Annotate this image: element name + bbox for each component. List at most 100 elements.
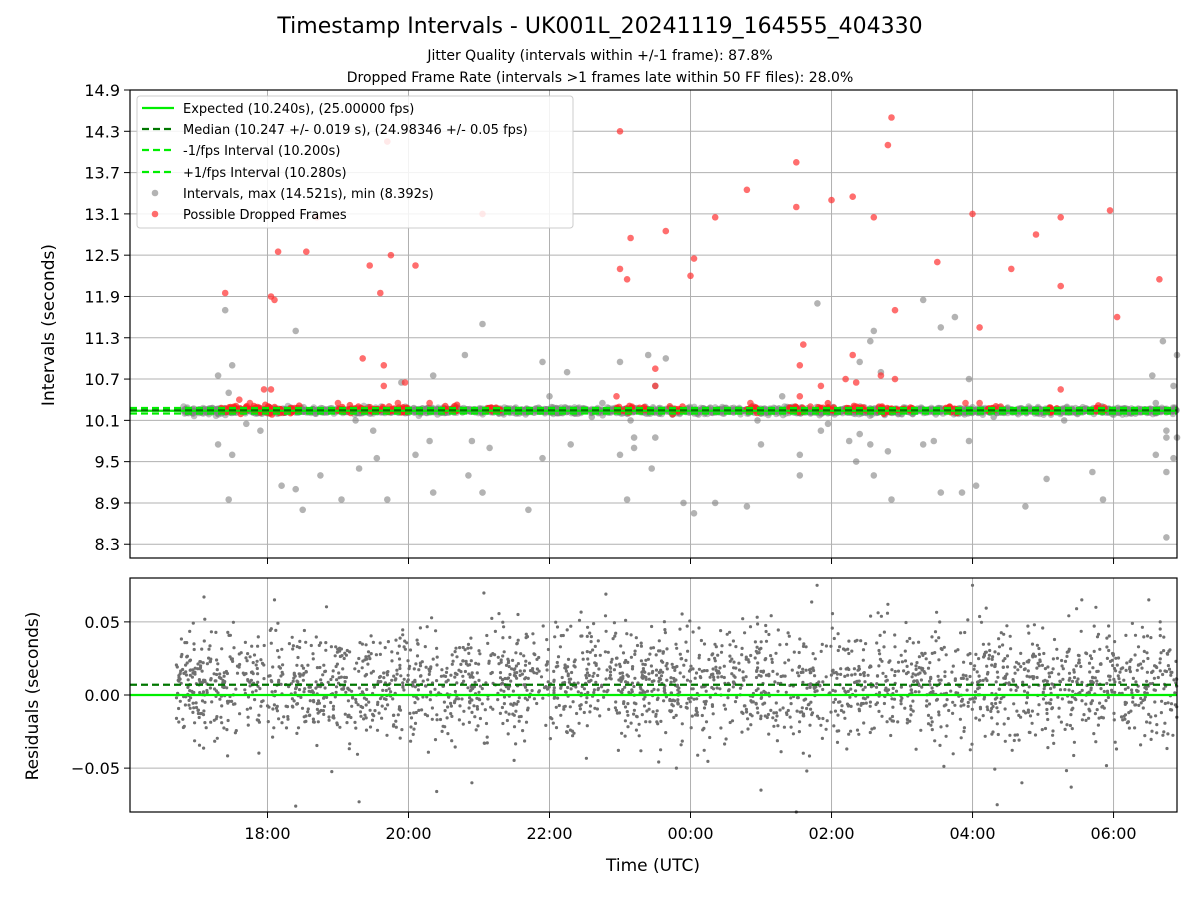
residual-point	[626, 725, 630, 729]
residual-point	[832, 700, 836, 704]
residual-point	[516, 638, 520, 642]
residual-point	[949, 689, 953, 693]
residual-point	[741, 617, 745, 621]
residual-point	[903, 659, 908, 663]
interval-point	[189, 410, 197, 417]
residual-point	[178, 699, 182, 703]
residual-point	[1141, 706, 1145, 710]
residual-point	[1051, 729, 1055, 733]
residual-point	[640, 713, 644, 717]
interval-outlier-point	[845, 437, 853, 445]
residual-point	[642, 704, 647, 708]
residual-point	[408, 711, 412, 716]
residual-point	[1037, 703, 1041, 707]
residual-point	[1145, 651, 1149, 655]
residual-point	[213, 739, 217, 743]
dropped-frame-point	[412, 262, 419, 269]
residual-point	[1026, 669, 1030, 673]
residual-point	[303, 720, 307, 724]
residual-point	[808, 723, 812, 727]
dropped-frame-point	[687, 272, 694, 280]
residual-point	[256, 644, 260, 648]
residual-point	[776, 689, 780, 693]
residual-point	[605, 668, 609, 672]
residual-point	[972, 667, 976, 671]
residual-point	[202, 639, 206, 643]
dropped-frame-point	[884, 141, 892, 149]
residual-point	[702, 748, 706, 752]
residual-point	[270, 690, 274, 694]
residual-point	[402, 677, 406, 681]
residual-point	[199, 711, 204, 716]
residual-point	[781, 674, 785, 678]
residual-point	[1142, 635, 1146, 639]
residual-point	[730, 672, 734, 676]
interval-outlier-point	[1163, 534, 1170, 541]
residual-point	[1149, 636, 1153, 640]
residual-point	[1123, 687, 1127, 691]
residual-point	[1059, 720, 1063, 724]
residual-point	[506, 657, 510, 661]
interval-outlier-point	[623, 496, 631, 503]
residual-point	[1003, 739, 1007, 743]
residual-point	[581, 651, 585, 655]
residual-point	[1084, 702, 1088, 706]
residual-point	[697, 656, 701, 660]
residual-point	[1139, 701, 1143, 705]
residual-point	[993, 767, 997, 771]
residual-point	[1167, 667, 1172, 671]
residual-point	[1137, 703, 1141, 708]
residual-point	[853, 672, 857, 676]
interval-outlier-point	[662, 355, 670, 362]
residual-point	[759, 696, 763, 701]
residual-point	[984, 606, 988, 610]
interval-outlier-point	[652, 434, 659, 441]
residual-point	[763, 691, 768, 695]
residual-point	[711, 652, 715, 656]
interval-outlier-point	[1060, 417, 1068, 424]
residual-point	[633, 652, 637, 657]
residual-point	[712, 678, 716, 682]
residual-point	[502, 650, 506, 654]
residual-point	[740, 653, 744, 657]
residual-point	[687, 669, 692, 673]
residual-point	[647, 677, 651, 681]
residual-point	[802, 698, 806, 702]
residual-point	[977, 686, 981, 690]
residual-point	[715, 686, 719, 690]
interval-outlier-point	[690, 510, 698, 517]
residual-point	[1102, 689, 1106, 694]
residual-point	[469, 646, 473, 650]
residual-point	[716, 675, 720, 679]
residual-point	[532, 671, 536, 675]
residual-point	[591, 648, 595, 652]
dropped-frame-point	[380, 382, 388, 390]
residual-point	[380, 716, 384, 720]
residual-point	[804, 668, 808, 672]
residual-point	[472, 704, 476, 708]
residual-point	[196, 711, 200, 716]
residual-point	[292, 671, 296, 675]
residual-point	[799, 670, 803, 675]
residual-point	[776, 628, 780, 632]
residual-point	[824, 675, 828, 679]
residual-point	[1072, 753, 1076, 758]
residual-point	[633, 676, 637, 680]
residual-point	[915, 661, 919, 665]
residual-point	[951, 700, 955, 704]
residual-point	[282, 715, 286, 719]
residual-point	[774, 651, 778, 655]
residual-point	[745, 710, 749, 714]
interval-outlier-point	[1043, 475, 1050, 483]
residual-point	[856, 702, 860, 706]
residual-point	[629, 655, 634, 659]
residual-point	[445, 716, 449, 720]
residual-point	[444, 680, 448, 684]
residual-point	[338, 725, 342, 729]
interval-outlier-point	[412, 451, 419, 459]
residual-point	[433, 687, 437, 691]
residual-point	[656, 722, 660, 726]
residual-point	[1170, 670, 1174, 675]
intervals-ytick-label: 8.3	[95, 535, 120, 554]
residual-point	[1035, 666, 1039, 670]
